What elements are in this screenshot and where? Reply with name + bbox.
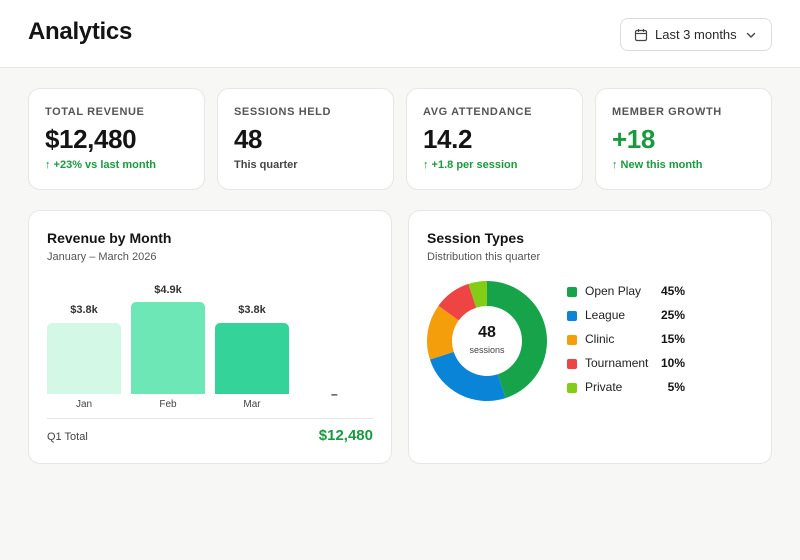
- bar-label-feb: Feb: [159, 399, 177, 410]
- legend-item-clinic: Clinic 15%: [567, 331, 747, 349]
- bar-label-jan: Jan: [75, 399, 93, 410]
- page-title: Analytics: [28, 18, 133, 45]
- chevron-down-icon: [746, 32, 756, 38]
- legend-name: League: [585, 308, 626, 322]
- calendar-icon: [634, 28, 648, 41]
- donut-chart: [427, 281, 548, 401]
- donut-slice-private[interactable]: [468, 281, 487, 308]
- legend-percent: 10%: [660, 356, 685, 370]
- legend-item-private: Private 5%: [567, 379, 747, 397]
- stat-caption: This quarter: [234, 159, 298, 171]
- legend-percent: 15%: [660, 332, 685, 346]
- session-types-card: Session Types Distribution this quarter …: [408, 210, 772, 464]
- legend-item-league: League 25%: [567, 307, 747, 325]
- empty-month-marker: –: [331, 387, 338, 401]
- bar-value-label-feb: $4.9k: [154, 284, 182, 296]
- legend-name: Private: [585, 380, 623, 394]
- legend-name: Tournament: [585, 356, 649, 370]
- total-value: $12,480: [318, 427, 373, 444]
- donut-slice-open-play[interactable]: [487, 281, 548, 399]
- stat-value: 48: [234, 124, 263, 154]
- donut-slice-tournament[interactable]: [438, 283, 477, 321]
- legend-name: Clinic: [585, 332, 615, 346]
- legend-swatch: [567, 383, 577, 393]
- bar-label-mar: Mar: [243, 399, 261, 410]
- legend-swatch: [567, 287, 577, 297]
- date-range-dropdown[interactable]: Last 3 months: [620, 18, 772, 51]
- stat-value: $12,480: [45, 124, 137, 154]
- stat-card-total-revenue: TOTAL REVENUE $12,480 ↑ +23% vs last mon…: [28, 88, 205, 190]
- legend-swatch: [567, 359, 577, 369]
- donut-center-label: sessions: [469, 345, 505, 355]
- stat-label: AVG ATTENDANCE: [423, 106, 533, 118]
- card-title: Session Types: [427, 230, 525, 246]
- card-subtitle: Distribution this quarter: [427, 251, 541, 263]
- divider: [47, 418, 373, 419]
- legend-percent: 45%: [660, 284, 685, 298]
- legend-percent: 25%: [660, 308, 685, 322]
- stat-label: TOTAL REVENUE: [45, 106, 145, 118]
- card-title: Revenue by Month: [47, 230, 172, 246]
- donut-center-value: 48: [478, 324, 496, 341]
- bar-mar[interactable]: [215, 323, 289, 394]
- total-label: Q1 Total: [47, 431, 88, 443]
- legend-item-tournament: Tournament 10%: [567, 355, 747, 373]
- stat-trend: ↑ New this month: [612, 159, 703, 171]
- stat-trend: ↑ +1.8 per session: [423, 159, 518, 171]
- donut-slice-clinic[interactable]: [427, 305, 459, 360]
- stat-value: 14.2: [423, 124, 473, 154]
- legend-percent: 5%: [667, 380, 685, 394]
- card-subtitle: January – March 2026: [47, 251, 157, 263]
- date-range-label: Last 3 months: [655, 27, 737, 42]
- bar-value-label-jan: $3.8k: [70, 304, 98, 316]
- stat-value: +18: [612, 124, 655, 154]
- legend-swatch: [567, 335, 577, 345]
- donut-slice-league[interactable]: [429, 351, 506, 401]
- stat-label: MEMBER GROWTH: [612, 106, 722, 118]
- stat-label: SESSIONS HELD: [234, 106, 332, 118]
- stat-card-sessions-held: SESSIONS HELD 48 This quarter: [217, 88, 394, 190]
- top-bar: Analytics Last 3 months: [0, 0, 800, 68]
- stat-trend: ↑ +23% vs last month: [45, 159, 156, 171]
- legend-swatch: [567, 311, 577, 321]
- legend-item-open-play: Open Play 45%: [567, 283, 747, 301]
- stat-card-avg-attendance: AVG ATTENDANCE 14.2 ↑ +1.8 per session: [406, 88, 583, 190]
- bar-jan[interactable]: [47, 323, 121, 394]
- bar-feb[interactable]: [131, 302, 205, 394]
- stat-card-member-growth: MEMBER GROWTH +18 ↑ New this month: [595, 88, 772, 190]
- legend-name: Open Play: [585, 284, 642, 298]
- revenue-by-month-card: Revenue by Month January – March 2026 $3…: [28, 210, 392, 464]
- bar-value-label-mar: $3.8k: [238, 304, 266, 316]
